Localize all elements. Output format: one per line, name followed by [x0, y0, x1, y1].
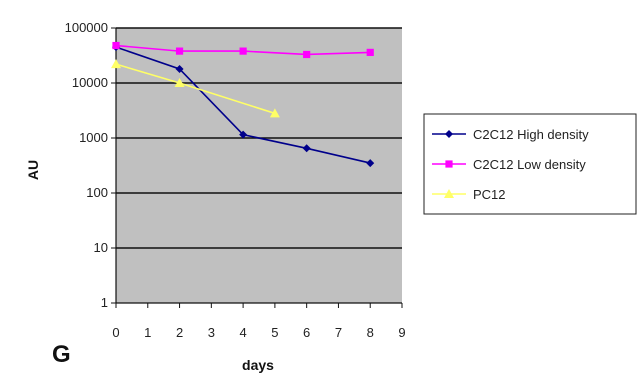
data-point	[366, 48, 374, 57]
x-tick-label: 3	[208, 325, 215, 340]
data-point	[174, 78, 185, 87]
y-axis-label: AU	[25, 160, 41, 180]
data-point	[239, 47, 247, 55]
x-tick-label: 2	[176, 325, 183, 340]
legend-label: C2C12 High density	[473, 127, 589, 142]
data-point	[239, 130, 248, 139]
y-tick-label: 10000	[72, 75, 108, 90]
y-tick-label: 1000	[79, 130, 108, 145]
legend-label: C2C12 Low density	[473, 157, 586, 172]
data-point	[111, 59, 121, 69]
data-point	[303, 50, 311, 59]
legend: C2C12 High density C2C12 Low density PC12	[423, 113, 637, 215]
data-point	[175, 47, 184, 55]
x-tick-label: 5	[271, 325, 278, 340]
x-tick-label: 1	[144, 325, 151, 340]
x-axis-label: days	[242, 357, 274, 373]
y-tick-label: 10	[94, 240, 108, 255]
y-tick-label: 100000	[65, 20, 108, 35]
legend-marker	[445, 160, 453, 168]
legend-marker	[445, 130, 453, 138]
x-tick-label: 6	[303, 325, 310, 340]
data-point	[112, 41, 120, 50]
x-tick-label: 7	[335, 325, 342, 340]
x-tick-label: 4	[239, 325, 246, 340]
data-point	[269, 108, 280, 118]
x-tick-label: 0	[112, 325, 119, 340]
data-point	[175, 64, 184, 73]
x-tick-label: 8	[367, 325, 374, 340]
y-tick-label: 100	[86, 185, 108, 200]
y-tick-label: 1	[101, 295, 108, 310]
legend-marker	[444, 189, 454, 198]
x-tick-label: 9	[398, 325, 405, 340]
legend-label: PC12	[473, 187, 506, 202]
data-point	[302, 144, 311, 153]
plot-area	[116, 28, 402, 303]
data-point	[366, 159, 375, 168]
panel-letter: G	[52, 341, 71, 368]
